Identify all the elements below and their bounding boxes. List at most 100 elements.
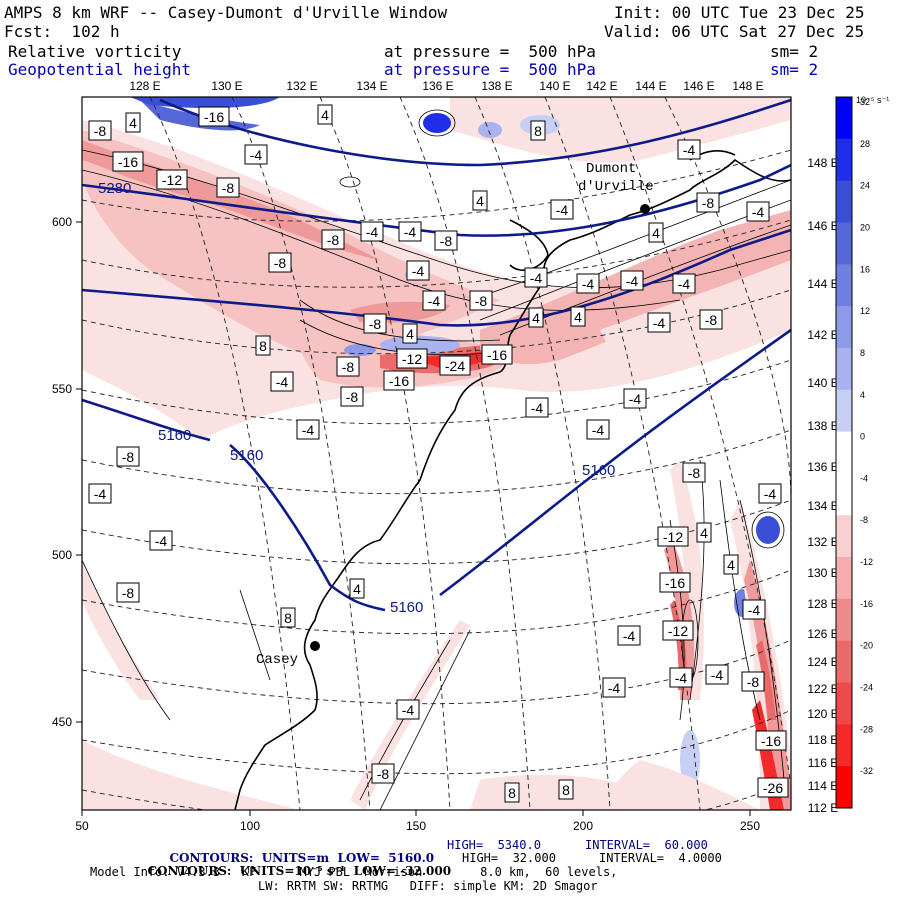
footer-height-interval: INTERVAL= 60.000 bbox=[585, 838, 708, 852]
longitude-label-top: 138 E bbox=[481, 79, 512, 93]
colorbar-label: 8 bbox=[860, 348, 865, 358]
vorticity-value-label: -12 bbox=[662, 620, 694, 641]
svg-text:-4: -4 bbox=[608, 680, 621, 696]
vorticity-value-label: -4 bbox=[672, 273, 696, 294]
svg-text:4: 4 bbox=[129, 115, 137, 131]
svg-text:-8: -8 bbox=[702, 195, 715, 211]
place-label-dumont-line2: d'Urville bbox=[578, 179, 654, 195]
field1-name: Relative vorticity bbox=[8, 42, 182, 61]
x-tick-label: 50 bbox=[75, 819, 89, 833]
footer-vorticity-interval: INTERVAL= 4.0000 bbox=[599, 851, 722, 865]
svg-text:-8: -8 bbox=[475, 293, 488, 309]
longitude-label-right: 126 E bbox=[807, 627, 838, 641]
colorbar-swatch bbox=[836, 222, 852, 265]
vorticity-value-label: -8 bbox=[336, 356, 360, 377]
field2-smoothing: sm= 2 bbox=[770, 60, 819, 79]
svg-text:-4: -4 bbox=[711, 667, 724, 683]
svg-text:-4: -4 bbox=[653, 315, 666, 331]
longitude-label-right: 146 E bbox=[807, 219, 838, 233]
vorticity-value-label: -4 bbox=[149, 530, 173, 551]
vorticity-value-label: -4 bbox=[88, 483, 112, 504]
svg-text:-8: -8 bbox=[327, 232, 340, 248]
colorbar-label: 4 bbox=[860, 390, 865, 400]
svg-text:-4: -4 bbox=[626, 273, 639, 289]
vorticity-value-label: 4 bbox=[528, 307, 544, 328]
svg-text:-12: -12 bbox=[663, 529, 683, 545]
svg-text:-8: -8 bbox=[377, 766, 390, 782]
x-tick-label: 200 bbox=[573, 819, 593, 833]
svg-text:-8: -8 bbox=[274, 255, 287, 271]
svg-text:4: 4 bbox=[406, 326, 414, 342]
colorbar-label: -24 bbox=[860, 683, 873, 693]
vorticity-value-label: -8 bbox=[88, 120, 112, 141]
vorticity-value-label: -4 bbox=[396, 699, 420, 720]
footer-vorticity-label: CONTOURS: UNITS=10⁻⁵ s⁻¹ LOW= -32.000 bbox=[147, 864, 452, 878]
vorticity-value-label: -16 bbox=[481, 344, 513, 365]
vorticity-value-label: 4 bbox=[349, 578, 365, 599]
svg-text:-4: -4 bbox=[402, 702, 415, 718]
svg-text:-8: -8 bbox=[342, 359, 355, 375]
svg-text:8: 8 bbox=[284, 610, 292, 626]
vorticity-value-label: -4 bbox=[647, 312, 671, 333]
colorbar-label: -4 bbox=[860, 473, 868, 483]
axis-ticks bbox=[76, 221, 751, 816]
vorticity-value-label: -8 bbox=[363, 313, 387, 334]
svg-text:-12: -12 bbox=[402, 351, 422, 367]
vorticity-value-label: -4 bbox=[586, 419, 610, 440]
vorticity-value-label: -16 bbox=[112, 151, 144, 172]
colorbar-swatch bbox=[836, 347, 852, 391]
vorticity-value-label: -4 bbox=[360, 221, 384, 242]
height-label: 5160 bbox=[230, 447, 263, 464]
vorticity-value-label: 4 bbox=[648, 222, 664, 243]
svg-text:-4: -4 bbox=[556, 202, 569, 218]
svg-text:8: 8 bbox=[534, 123, 542, 139]
vorticity-value-label: -8 bbox=[469, 290, 493, 311]
svg-text:4: 4 bbox=[700, 525, 708, 541]
longitude-label-right: 114 E bbox=[808, 779, 838, 793]
colorbar-swatch bbox=[836, 557, 852, 600]
longitude-label-top: 128 E bbox=[129, 79, 160, 93]
svg-text:8: 8 bbox=[508, 785, 516, 801]
svg-text:-16: -16 bbox=[487, 347, 507, 363]
longitude-label-right: 144 E bbox=[807, 277, 838, 291]
vorticity-value-label: -4 bbox=[746, 201, 770, 222]
vorticity-value-label: 8 bbox=[280, 607, 296, 628]
vorticity-value-label: -12 bbox=[657, 526, 689, 547]
height-label-group: 5280 5160 5160 5160 5160 bbox=[98, 180, 615, 616]
valid-time: Valid: 06 UTC Sat 27 Dec 25 bbox=[604, 22, 865, 41]
colorbar-label: 20 bbox=[860, 222, 870, 232]
longitude-label-right: 124 E bbox=[807, 655, 838, 669]
vorticity-value-label: -4 bbox=[398, 221, 422, 242]
vorticity-value-label: 4 bbox=[317, 104, 333, 125]
svg-text:-4: -4 bbox=[748, 602, 761, 618]
vorticity-value-label: -4 bbox=[525, 397, 549, 418]
longitude-label-right: 138 E bbox=[807, 419, 838, 433]
svg-text:8: 8 bbox=[259, 338, 267, 354]
vorticity-value-label: -8 bbox=[321, 229, 345, 250]
vorticity-value-label: -8 bbox=[340, 386, 364, 407]
longitude-label-right: 140 E bbox=[807, 376, 838, 390]
svg-text:-4: -4 bbox=[623, 628, 636, 644]
vorticity-value-label: 4 bbox=[723, 554, 739, 575]
height-label: 5160 bbox=[390, 599, 423, 616]
forecast-hour: Fcst: 102 h bbox=[4, 22, 120, 41]
field2-level: at pressure = 500 hPa bbox=[384, 60, 596, 79]
right-longitude-labels: 148 E 146 E 144 E 142 E 140 E 138 E 136 E 134 E… bbox=[807, 156, 838, 815]
colorbar-swatch bbox=[836, 473, 852, 516]
vorticity-value-label: 4 bbox=[696, 522, 712, 543]
svg-text:-16: -16 bbox=[665, 575, 685, 591]
vorticity-value-label: -4 bbox=[623, 388, 647, 409]
svg-text:-8: -8 bbox=[346, 389, 359, 405]
longitude-label-right: 136 E bbox=[807, 460, 838, 474]
svg-text:-4: -4 bbox=[592, 422, 605, 438]
colorbar-label: 32 bbox=[860, 97, 870, 107]
svg-text:-8: -8 bbox=[222, 180, 235, 196]
colorbar-swatch bbox=[836, 515, 852, 558]
longitude-label-top: 142 E bbox=[586, 79, 617, 93]
svg-text:-4: -4 bbox=[412, 263, 425, 279]
footer-vorticity-high: HIGH= 32.000 bbox=[462, 851, 556, 865]
vorticity-value-label: -4 bbox=[296, 419, 320, 440]
vorticity-value-label: -4 bbox=[550, 199, 574, 220]
svg-text:-8: -8 bbox=[688, 465, 701, 481]
vorticity-value-label: 4 bbox=[570, 306, 586, 327]
